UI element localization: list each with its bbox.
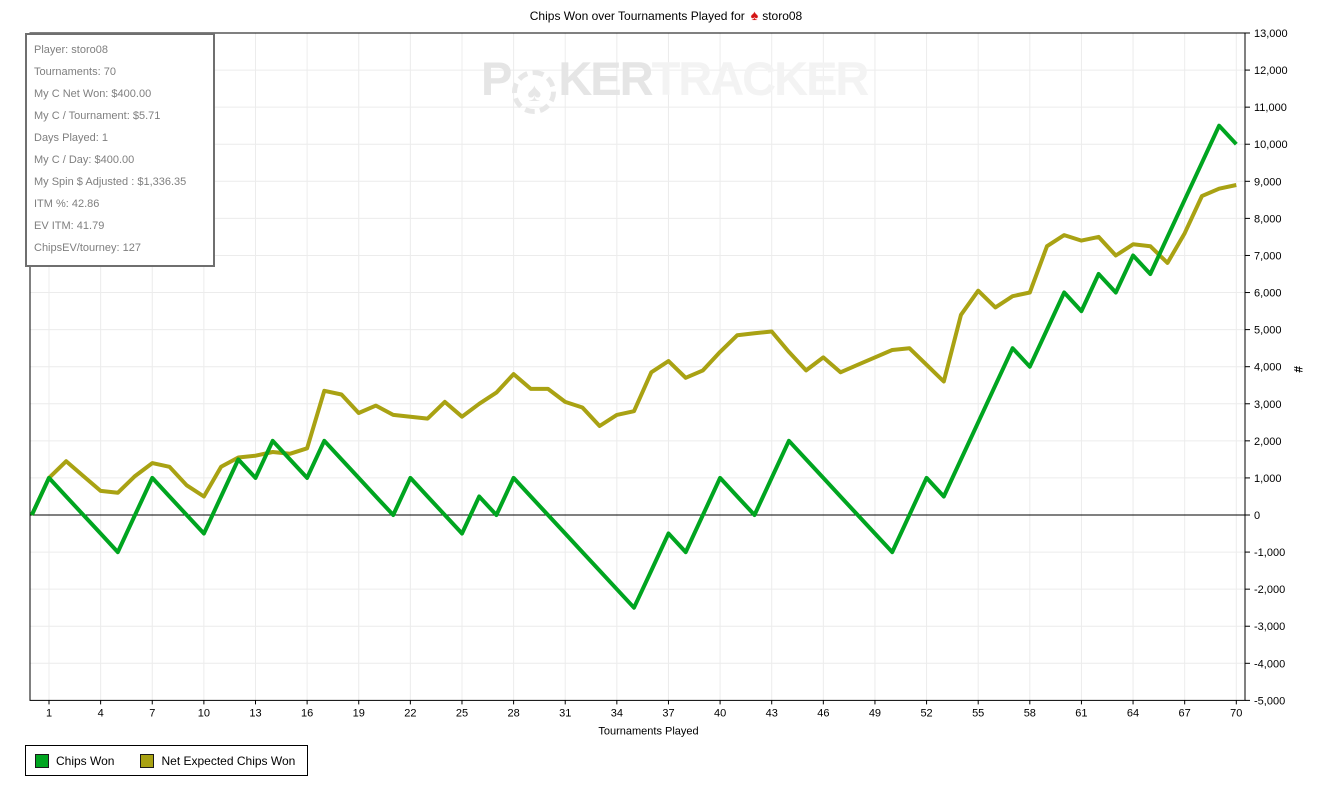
- legend-item-chips-won: Chips Won: [35, 753, 115, 768]
- chart-title-text: Chips Won over Tournaments Played for: [529, 9, 745, 23]
- y-tick-label: -1,000: [1254, 547, 1285, 559]
- x-tick-label: 64: [1127, 707, 1139, 719]
- watermark-ker: KER: [558, 52, 653, 105]
- stat-tournaments: Tournaments: 70: [34, 66, 116, 78]
- watermark-p: P: [481, 52, 512, 105]
- y-tick-label: -5,000: [1254, 695, 1285, 707]
- x-tick-label: 49: [869, 707, 881, 719]
- stat-ev-itm: EV ITM: 41.79: [34, 220, 105, 232]
- x-tick-label: 1: [46, 707, 52, 719]
- stat-spin-adjusted: My Spin $ Adjusted : $1,336.35: [34, 176, 187, 188]
- x-tick-label: 70: [1230, 707, 1242, 719]
- x-tick-label: 16: [301, 707, 313, 719]
- legend-item-net-expected: Net Expected Chips Won: [140, 753, 296, 768]
- x-tick-label: 10: [198, 707, 210, 719]
- y-tick-label: 4,000: [1254, 362, 1282, 374]
- y-tick-label: 11,000: [1254, 102, 1287, 114]
- chart-legend: Chips Won Net Expected Chips Won: [25, 745, 309, 776]
- x-tick-label: 67: [1179, 707, 1191, 719]
- y-tick-label: 8,000: [1254, 213, 1282, 225]
- series-line-net-expected-chips-won: [29, 183, 1237, 516]
- poker-chip-icon: ♠: [512, 70, 557, 114]
- x-tick-label: 7: [149, 707, 155, 719]
- player-name: storo08: [762, 9, 803, 23]
- y-tick-label: 1,000: [1254, 473, 1282, 485]
- y-tick-label: -4,000: [1254, 658, 1285, 670]
- y-tick-label: 9,000: [1254, 176, 1282, 188]
- player-stats-box: Player: storo08 Tournaments: 70 My C Net…: [25, 33, 215, 267]
- x-tick-label: 43: [766, 707, 778, 719]
- stat-days-played: Days Played: 1: [34, 132, 108, 144]
- x-tick-label: 52: [920, 707, 932, 719]
- x-tick-label: 31: [559, 707, 571, 719]
- net-expected-swatch-icon: [140, 753, 155, 768]
- x-tick-label: 28: [507, 707, 519, 719]
- x-tick-label: 19: [353, 707, 365, 719]
- x-tick-label: 34: [611, 707, 623, 719]
- y-tick-label: 0: [1254, 510, 1260, 522]
- legend-label: Net Expected Chips Won: [161, 753, 296, 768]
- y-tick-label: 3,000: [1254, 399, 1282, 411]
- pokertracker-watermark: P ♠ KERTRACKER: [481, 51, 870, 114]
- y-tick-label: 13,000: [1254, 28, 1288, 40]
- y-tick-label: 10,000: [1254, 139, 1288, 151]
- y-axis-title: #: [1291, 366, 1305, 373]
- y-tick-label: 7,000: [1254, 250, 1282, 262]
- stat-player: Player: storo08: [34, 44, 108, 56]
- x-tick-label: 22: [404, 707, 416, 719]
- stat-per-day: My C / Day: $400.00: [34, 154, 135, 166]
- x-tick-label: 40: [714, 707, 726, 719]
- chips-won-swatch-icon: [35, 753, 49, 768]
- legend-label: Chips Won: [56, 753, 115, 768]
- x-tick-label: 37: [662, 707, 674, 719]
- watermark-tracker: TRACKER: [651, 52, 870, 105]
- y-tick-label: 12,000: [1254, 65, 1288, 77]
- x-tick-label: 55: [972, 707, 984, 719]
- stat-net-won: My C Net Won: $400.00: [34, 88, 152, 100]
- y-tick-label: -2,000: [1254, 584, 1285, 596]
- y-tick-label: 2,000: [1254, 436, 1282, 448]
- x-tick-label: 58: [1024, 707, 1036, 719]
- x-tick-label: 61: [1075, 707, 1087, 719]
- stat-chips-ev: ChipsEV/tourney: 127: [34, 242, 142, 254]
- stat-itm-pct: ITM %: 42.86: [34, 198, 100, 210]
- x-tick-label: 25: [456, 707, 468, 719]
- y-tick-label: 5,000: [1254, 325, 1282, 337]
- chart-title: Chips Won over Tournaments Played for ♠ st…: [0, 7, 1332, 23]
- x-tick-label: 4: [98, 707, 104, 719]
- x-tick-label: 46: [817, 707, 829, 719]
- red-spade-icon: ♠: [750, 7, 759, 23]
- x-tick-label: 13: [249, 707, 261, 719]
- stat-per-tournament: My C / Tournament: $5.71: [34, 110, 161, 122]
- y-tick-label: 6,000: [1254, 288, 1282, 300]
- x-axis-title: Tournaments Played: [598, 725, 698, 737]
- y-tick-label: -3,000: [1254, 621, 1285, 633]
- series-line-chips-won: [29, 123, 1238, 610]
